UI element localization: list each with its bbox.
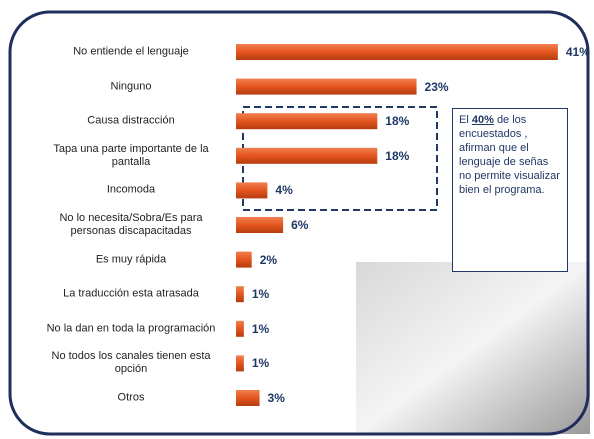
value-label: 2% bbox=[259, 252, 278, 267]
value-label: 18% bbox=[385, 148, 410, 163]
annotation-prefix: El bbox=[459, 114, 469, 126]
bar bbox=[236, 355, 244, 372]
category-label: Otros bbox=[117, 391, 145, 404]
category-label: Causa distracción bbox=[87, 114, 175, 127]
category-label: No entiende el lenguaje bbox=[73, 45, 189, 58]
annotation: El 40% de los encuestados , afirman que … bbox=[452, 108, 568, 272]
value-label: 1% bbox=[251, 287, 270, 302]
bar bbox=[236, 78, 417, 95]
bar bbox=[236, 147, 378, 164]
category-label: No todos los canales tienen esta opción bbox=[51, 350, 211, 376]
category-label: No lo necesita/Sobra/Es para personas di… bbox=[59, 212, 203, 237]
bar bbox=[236, 182, 268, 199]
bar bbox=[236, 44, 558, 60]
category-label: La traducción esta atrasada bbox=[63, 287, 199, 300]
value-label: 23% bbox=[424, 79, 449, 94]
bar bbox=[236, 217, 284, 233]
category-label: No la dan en toda la programación bbox=[46, 322, 216, 335]
category-label: Es muy rápida bbox=[95, 253, 167, 266]
value-label: 4% bbox=[275, 183, 293, 198]
annotation-highlight: 40% bbox=[471, 114, 494, 126]
bar bbox=[236, 251, 252, 268]
annotation-text: de los encuestados , afirman que el leng… bbox=[459, 114, 560, 196]
bar bbox=[236, 320, 244, 337]
value-label: 1% bbox=[251, 321, 270, 336]
value-label: 6% bbox=[291, 218, 309, 232]
bar bbox=[236, 390, 260, 406]
category-label: Incomoda bbox=[106, 183, 156, 196]
category-label: Tapa una parte importante de la pantalla bbox=[53, 142, 209, 168]
value-label: 41% bbox=[565, 45, 590, 59]
value-label: 1% bbox=[251, 356, 270, 371]
bar bbox=[236, 286, 244, 303]
frame bbox=[8, 10, 590, 436]
value-label: 3% bbox=[267, 391, 285, 405]
background-image bbox=[356, 262, 590, 434]
value-label: 18% bbox=[385, 114, 410, 129]
bar bbox=[236, 113, 378, 130]
category-label: Ninguno bbox=[110, 80, 152, 93]
